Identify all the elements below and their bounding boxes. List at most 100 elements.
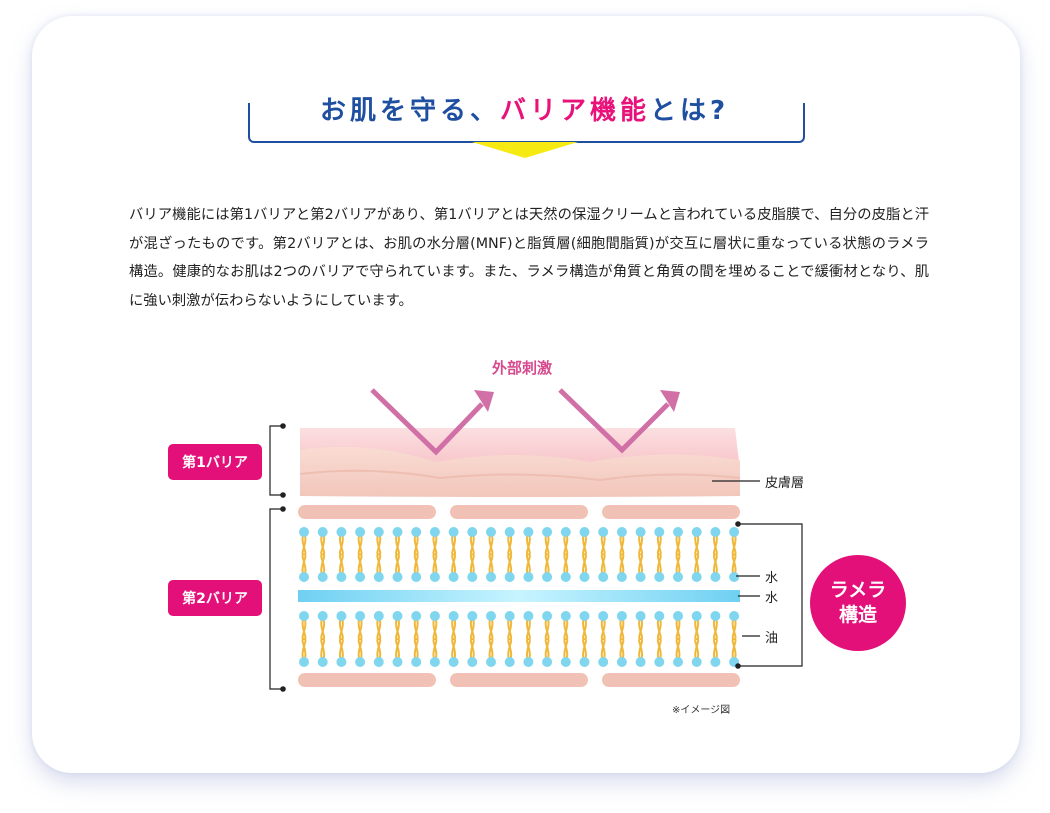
lipid-tail: [320, 531, 326, 578]
water-label-1: 水: [765, 571, 779, 586]
lipid-tail: [619, 531, 625, 578]
lipid-head: [579, 657, 590, 667]
lipid-head: [673, 572, 683, 582]
lipid-tail: [507, 615, 513, 663]
lipid-tail: [525, 615, 531, 663]
lipid-head: [710, 572, 721, 582]
barrier1-label: 第1バリア: [168, 444, 262, 480]
lipid-head: [504, 611, 515, 621]
lipid-head: [355, 527, 366, 537]
lipid-tail: [451, 615, 457, 663]
lamella-line-1: ラメラ: [829, 579, 887, 601]
lipid-tail: [395, 531, 400, 578]
lipid-head: [299, 657, 309, 667]
lipid-head: [392, 572, 403, 582]
lipid-tail: [563, 531, 569, 578]
skin-layer-label: 皮膚層: [765, 476, 805, 491]
lipid-head: [392, 611, 403, 621]
lipid-tail: [301, 615, 307, 663]
lipid-head: [317, 527, 328, 537]
lipid-head: [560, 611, 571, 621]
lipid-tail: [544, 531, 550, 578]
lipid-head: [560, 527, 571, 537]
lipid-head: [635, 572, 646, 582]
lipid-head: [411, 611, 422, 621]
lipid-head: [467, 611, 478, 621]
lipid-head: [336, 657, 347, 667]
lipid-head: [616, 611, 627, 621]
lipid-head: [635, 527, 646, 537]
lipid-head: [523, 527, 534, 537]
external-stimulus-label: 外部刺激: [491, 359, 552, 377]
lipid-head: [710, 527, 721, 537]
lipid-head: [373, 572, 384, 582]
lipid-tail: [432, 615, 438, 663]
lipid-head: [392, 527, 403, 537]
lipid-tail: [376, 531, 382, 578]
lipid-head: [542, 611, 553, 621]
lipid-tail: [357, 531, 363, 578]
lipid-head: [673, 527, 683, 537]
lipid-head: [467, 572, 478, 582]
lamella-bracket: [738, 523, 803, 667]
lipid-head: [654, 657, 665, 667]
lipid-tail: [582, 615, 587, 663]
lipid-tail: [582, 531, 587, 578]
title-part-3: とは?: [649, 96, 730, 126]
lipid-head: [373, 611, 384, 621]
heading-down-arrow-icon: [472, 142, 578, 158]
lipid-head: [411, 657, 422, 667]
lipid-head: [317, 572, 328, 582]
lipid-head: [448, 611, 459, 621]
lipid-tail: [395, 615, 400, 663]
lipid-head: [373, 527, 384, 537]
lipid-tail: [638, 615, 644, 663]
lipid-tail: [451, 531, 457, 578]
lipid-head: [355, 611, 366, 621]
lipid-head: [710, 657, 721, 667]
lipid-head: [392, 657, 403, 667]
lipid-tail: [675, 615, 681, 663]
lipid-head: [336, 611, 347, 621]
lipid-head: [542, 657, 553, 667]
lipid-head: [448, 572, 459, 582]
lipid-tail: [694, 531, 700, 578]
lipid-head: [336, 572, 347, 582]
lipid-head: [336, 527, 347, 537]
lipid-head: [598, 527, 609, 537]
title-part-1: お肌を守る、: [319, 96, 500, 126]
lipid-head: [598, 572, 609, 582]
lipid-tail: [638, 531, 644, 578]
lipid-tail: [600, 615, 606, 663]
lipid-head: [504, 572, 515, 582]
water-layer: [298, 590, 740, 602]
lipid-head: [429, 611, 440, 621]
lipid-tail: [525, 531, 531, 578]
lipid-head: [579, 611, 590, 621]
lipid-head: [598, 657, 609, 667]
lipid-head: [691, 657, 702, 667]
barrier2-label: 第2バリア: [168, 580, 262, 616]
lipid-head: [523, 611, 534, 621]
lipid-head: [299, 611, 309, 621]
lipid-tail: [675, 531, 681, 578]
oil-label: 油: [765, 631, 779, 646]
lamella-line-2: 構造: [838, 604, 877, 626]
lipid-tail: [469, 615, 475, 663]
lipid-head: [317, 657, 328, 667]
lipid-head: [355, 657, 366, 667]
lipid-head: [579, 572, 590, 582]
lipid-head: [654, 572, 665, 582]
lipid-head: [355, 572, 366, 582]
lipid-head: [560, 657, 571, 667]
leader-lines: [712, 480, 760, 637]
lipid-tail: [432, 531, 438, 578]
lipid-head: [616, 572, 627, 582]
lipid-head: [673, 611, 683, 621]
lipid-head: [710, 611, 721, 621]
lipid-tail: [488, 615, 494, 663]
lipid-head: [654, 527, 665, 537]
lipid-tail: [712, 531, 718, 578]
lipid-tail: [413, 615, 419, 663]
lipid-head: [691, 527, 702, 537]
